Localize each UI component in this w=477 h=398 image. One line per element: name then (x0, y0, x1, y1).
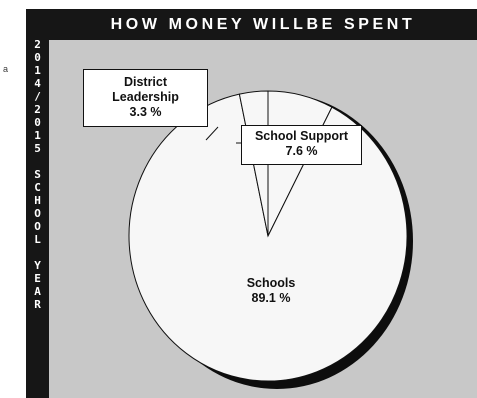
slice-name-schools: Schools (246, 276, 296, 290)
leader-line-district-leadership (205, 126, 219, 141)
side-band (26, 9, 49, 398)
slice-value-schools: 89.1 % (251, 291, 291, 305)
title-bar (49, 9, 477, 40)
pie-slice-schools (128, 93, 408, 382)
data-label-school-support: School Support 7.6 % (241, 125, 362, 165)
slice-value-district: 3.3 % (129, 105, 162, 119)
data-label-district-leadership: District Leadership 3.3 % (83, 69, 208, 127)
stray-mark: a (3, 64, 9, 74)
slice-name-school-support: School Support (254, 129, 349, 143)
slice-name-district-line-2: Leadership (112, 90, 179, 104)
slice-value-school-support: 7.6 % (285, 144, 318, 158)
slice-name-district-line-1: District (123, 75, 168, 89)
chart-title: HOW MONEY WILLBE SPENT (110, 16, 416, 33)
data-label-schools: Schools 89.1 % (216, 276, 326, 306)
school-year-side-label: 2 0 1 4 / 2 0 1 5 S C H O O L Y E A R (34, 38, 41, 311)
